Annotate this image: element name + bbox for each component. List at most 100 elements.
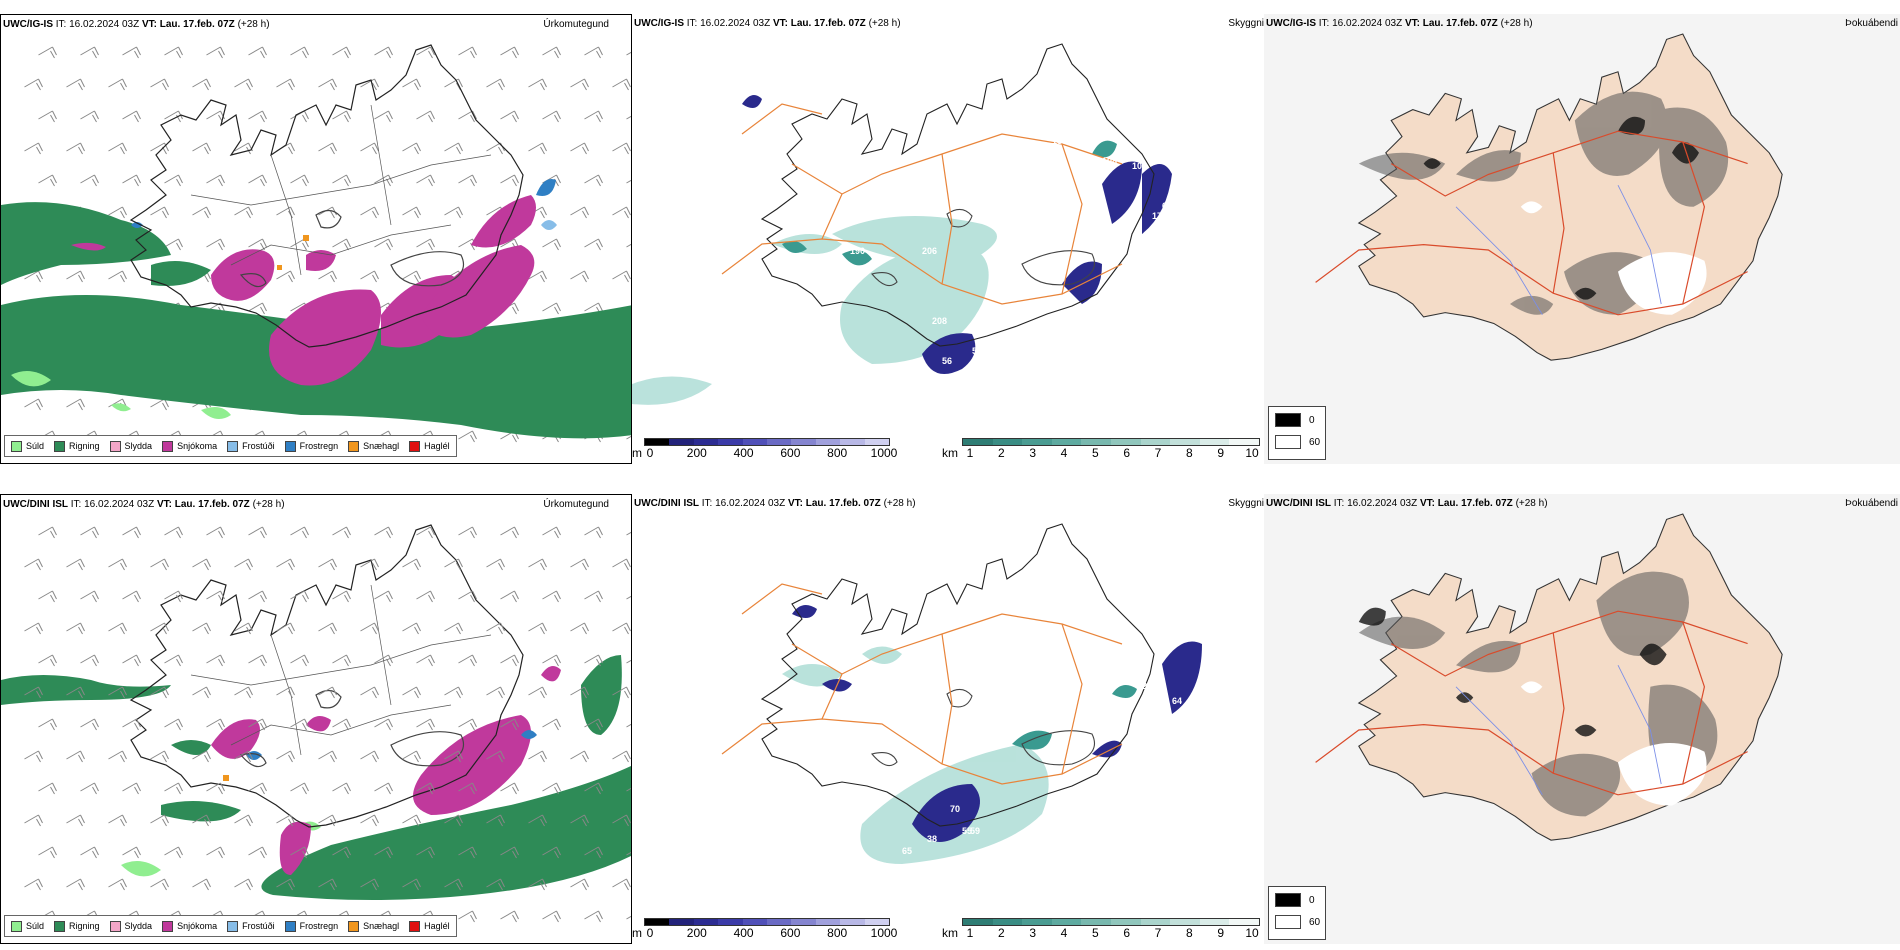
visibility-value-label: 141: [827, 266, 842, 276]
wind-barb: [24, 270, 43, 283]
legend-swatch: [54, 920, 66, 932]
legend-swatch: [11, 440, 22, 452]
colorbar-tick: 4: [1060, 446, 1068, 460]
colorbar-tick: 600: [780, 446, 801, 460]
wind-barb: [80, 590, 99, 603]
wind-barb: [570, 750, 589, 763]
panel-title: Þokuábendi: [1845, 498, 1898, 509]
wind-barb: [290, 590, 309, 603]
wind-barb: [66, 686, 85, 699]
wind-barb: [542, 46, 561, 59]
wind-barb: [122, 590, 141, 603]
legend-label: Snæhagl: [363, 921, 400, 931]
colorbar-tick: 2: [997, 446, 1005, 460]
legend-label: Súld: [26, 921, 45, 931]
wind-barb: [612, 558, 631, 571]
wind-barb: [542, 782, 561, 795]
visibility-value-label: 190: [850, 246, 865, 256]
legend-swatch: [227, 440, 239, 452]
wind-barb: [38, 782, 57, 795]
wind-barb: [234, 814, 253, 827]
legend-label: Rigning: [69, 921, 100, 931]
wind-barb: [206, 654, 225, 667]
wind-barb: [626, 531, 631, 536]
wind-barb: [290, 46, 309, 59]
colorbar-tick: 8: [1185, 926, 1193, 940]
wind-barb: [318, 750, 337, 763]
visibility-value-label: 65: [902, 846, 912, 856]
wind-barb: [402, 622, 421, 635]
wind-barb: [360, 142, 379, 155]
colorbar-tick: 1: [966, 926, 974, 940]
wind-barb: [122, 526, 141, 539]
wind-barb: [444, 750, 463, 763]
visibility-value-label: 295: [1142, 681, 1157, 691]
wind-barb: [38, 718, 57, 731]
visibility-value-label: 60: [1162, 201, 1172, 211]
wind-barb: [500, 846, 519, 859]
wind-barb: [458, 910, 477, 923]
wind-barb: [374, 718, 393, 731]
colorbar-tick: 3: [1029, 926, 1036, 940]
wind-barb: [584, 110, 603, 123]
wind-barb: [402, 878, 421, 891]
colorbar-tick: 9: [1217, 926, 1224, 940]
wind-barb: [192, 750, 211, 763]
wind-barb: [80, 174, 99, 187]
wind-barb: [192, 686, 211, 699]
wind-barb: [612, 78, 631, 91]
wind-barb: [444, 814, 463, 827]
wind-barb: [458, 782, 477, 795]
visibility-value-label: 71: [1152, 736, 1162, 746]
wind-barb: [626, 243, 631, 248]
wind-barb: [276, 206, 295, 219]
visibility-value-label: 64: [1172, 696, 1182, 706]
visibility-panel-top: 190 141 206 208 56 52 137 108 104 170 60 216 96 129 97…: [632, 14, 1264, 464]
colorbar-tick: 800: [827, 446, 848, 460]
wind-barb: [612, 686, 631, 699]
wind-barb: [542, 654, 561, 667]
visibility-colorbar: m 0 200 400 600 800 1000 km 1 2 3 4 5 6 7 8 9 10: [632, 918, 1264, 940]
colorbar-tick: 8: [1185, 446, 1193, 460]
wind-barb: [38, 46, 57, 59]
panel-header: UWC/IG-IS IT: 16.02.2024 03Z VT: Lau. 17…: [3, 19, 270, 30]
wind-barb: [458, 526, 477, 539]
wind-barb: [500, 110, 519, 123]
wind-barb: [542, 718, 561, 731]
wind-barb: [332, 846, 351, 859]
wind-barb: [528, 814, 547, 827]
wind-barb: [402, 558, 421, 571]
wind-barb: [164, 782, 183, 795]
wind-barb: [108, 78, 127, 91]
wind-barb: [570, 206, 589, 219]
wind-barb: [80, 526, 99, 539]
wind-barb: [248, 302, 267, 315]
wind-barb: [528, 622, 547, 635]
wind-barb: [290, 174, 309, 187]
wind-barb: [38, 590, 57, 603]
wind-barb: [276, 78, 295, 91]
legend-swatch: [11, 920, 22, 932]
wind-barb: [290, 782, 309, 795]
legend-label: Slydda: [124, 921, 153, 931]
wind-barb: [122, 174, 141, 187]
legend-label: Frostúði: [242, 441, 275, 451]
legend-swatch: [109, 440, 121, 452]
wind-barb: [444, 558, 463, 571]
wind-barb: [164, 526, 183, 539]
visibility-value-label: 129: [1077, 311, 1092, 321]
colorbar-strip-km: [962, 438, 1260, 446]
wind-barb: [570, 686, 589, 699]
wind-barb: [192, 814, 211, 827]
wind-barb: [318, 78, 337, 91]
wind-barb: [318, 878, 337, 891]
wind-barb: [444, 878, 463, 891]
wind-barb: [290, 846, 309, 859]
wind-barb: [150, 878, 169, 891]
visibility-value-label: 208: [932, 316, 947, 326]
wind-barb: [486, 878, 505, 891]
wind-barb: [612, 270, 631, 283]
wind-barb: [374, 238, 393, 251]
wind-barb: [402, 142, 421, 155]
wind-barb: [528, 686, 547, 699]
